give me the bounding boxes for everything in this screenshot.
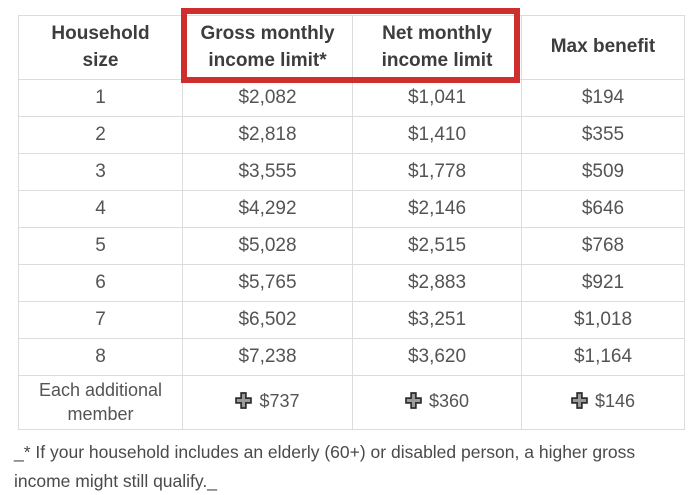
table-row: 8 $7,238 $3,620 $1,164 [18,338,685,376]
table-header-row: Household size Gross monthly income limi… [18,15,685,80]
plus-icon [405,392,422,410]
gross-limit-cell: $2,818 [182,116,353,154]
gross-limit-cell: $5,028 [182,227,353,265]
additional-gross-value: $737 [259,390,300,411]
additional-max-value: $146 [594,390,636,411]
net-limit-cell: $2,515 [352,227,522,265]
net-limit-cell: $1,041 [352,79,522,117]
gross-limit-cell: $2,082 [182,79,353,117]
max-benefit-cell: $1,164 [521,338,685,376]
gross-limit-cell: $3,555 [182,153,353,191]
header-net-limit: Net monthly income limit [352,15,522,80]
table-row: 2 $2,818 $1,410 $355 [18,116,685,154]
gross-limit-cell: $7,238 [182,338,353,376]
header-household-size: Household size [18,15,183,80]
plus-icon [235,392,253,410]
footnote-text: _* If your household includes an elderly… [14,442,636,491]
net-limit-cell: $3,620 [352,338,522,376]
household-size-cell: 4 [18,190,183,228]
household-size-cell: 7 [18,301,183,339]
table-row: 6 $5,765 $2,883 $921 [18,264,685,302]
household-size-cell: 5 [18,227,183,265]
net-limit-cell: $1,778 [352,153,522,191]
table-row: 4 $4,292 $2,146 $646 [18,190,685,228]
gross-limit-cell: $6,502 [182,301,353,339]
household-size-cell: 3 [18,153,183,191]
max-benefit-cell: $509 [521,153,685,191]
table-row: 5 $5,028 $2,515 $768 [18,227,685,265]
max-additional-cell: $146 [521,375,685,430]
net-additional-cell: $360 [352,375,522,430]
max-benefit-cell: $768 [521,227,685,265]
gross-limit-cell: $5,765 [182,264,353,302]
table-row: 3 $3,555 $1,778 $509 [18,153,685,191]
max-benefit-cell: $355 [521,116,685,154]
income-limits-table: Household size Gross monthly income limi… [18,15,685,430]
additional-member-row: Each additional member $737 $360 [18,375,685,430]
gross-limit-cell: $4,292 [182,190,353,228]
max-benefit-cell: $194 [521,79,685,117]
header-max-benefit: Max benefit [521,15,685,80]
gross-additional-cell: $737 [182,375,353,430]
table-row: 7 $6,502 $3,251 $1,018 [18,301,685,339]
header-gross-limit: Gross monthly income limit* [182,15,353,80]
additional-member-label: Each additional member [18,375,183,430]
household-size-cell: 2 [18,116,183,154]
max-benefit-cell: $1,018 [521,301,685,339]
household-size-cell: 6 [18,264,183,302]
household-size-cell: 1 [18,79,183,117]
plus-icon [571,392,588,410]
max-benefit-cell: $921 [521,264,685,302]
household-size-cell: 8 [18,338,183,376]
net-limit-cell: $2,146 [352,190,522,228]
net-limit-cell: $3,251 [352,301,522,339]
max-benefit-cell: $646 [521,190,685,228]
net-limit-cell: $2,883 [352,264,522,302]
table-row: 1 $2,082 $1,041 $194 [18,79,685,117]
net-limit-cell: $1,410 [352,116,522,154]
additional-net-value: $360 [428,390,470,411]
